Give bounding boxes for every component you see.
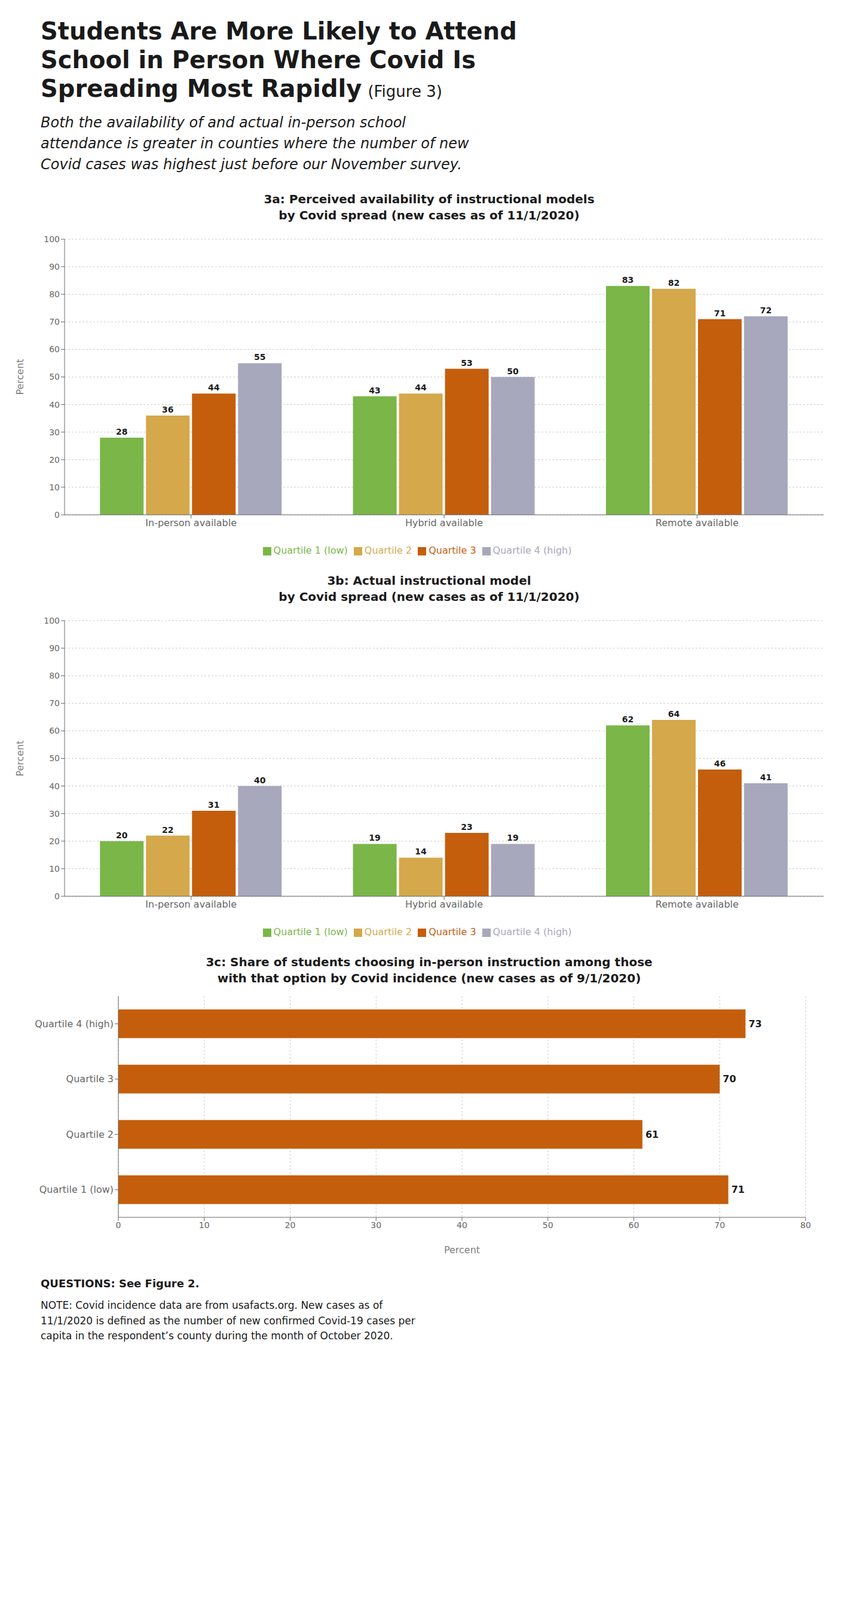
html-text:Both the availability of and a: Both the availability of and actual in-p… <box>40 114 469 173</box>
svg-text:Hybrid available: Hybrid available <box>405 898 483 911</box>
svg-text:20: 20 <box>49 454 60 465</box>
svg-text:20: 20 <box>285 1219 296 1230</box>
svg-text:Percent: Percent <box>14 359 26 396</box>
svg-text:41: 41 <box>760 772 772 782</box>
svg-text:10: 10 <box>49 482 60 492</box>
svg-text:0: 0 <box>115 1219 122 1230</box>
svg-text:Percent: Percent <box>444 1243 480 1256</box>
svg-text:0: 0 <box>54 509 60 520</box>
svg-text:70: 70 <box>49 698 60 709</box>
svg-text:83: 83 <box>622 275 634 286</box>
svg-text:90: 90 <box>49 261 60 272</box>
svg-text:Quartile 2: Quartile 2 <box>66 1128 114 1140</box>
svg-text:70: 70 <box>722 1073 736 1085</box>
svg-text:90: 90 <box>49 643 60 653</box>
svg-text:0: 0 <box>54 891 60 901</box>
html-text:3a: Perceived availability of: 3a: Perceived availability of instructio… <box>263 192 595 223</box>
html-text:Quartile 3: Quartile 3 <box>428 544 477 557</box>
svg-text:Hybrid available: Hybrid available <box>405 517 483 529</box>
svg-text:Quartile 4 (high): Quartile 4 (high) <box>34 1017 114 1030</box>
svg-text:46: 46 <box>714 758 726 768</box>
svg-text:28: 28 <box>115 426 128 437</box>
svg-text:44: 44 <box>414 383 427 393</box>
svg-text:53: 53 <box>460 357 473 368</box>
html-text:Quartile 2: Quartile 2 <box>364 926 412 938</box>
svg-text:Remote available: Remote available <box>655 898 739 911</box>
svg-text:36: 36 <box>161 404 174 415</box>
svg-text:72: 72 <box>760 305 772 315</box>
svg-text:80: 80 <box>49 671 60 681</box>
svg-text:20: 20 <box>115 830 128 840</box>
svg-text:19: 19 <box>368 833 381 843</box>
svg-text:50: 50 <box>542 1219 554 1230</box>
html-text:School in Person Where Covid I: School in Person Where Covid Is <box>40 46 476 74</box>
svg-text:40: 40 <box>254 775 266 785</box>
html-text:Quartile 1 (low): Quartile 1 (low) <box>273 544 348 557</box>
svg-text:19: 19 <box>506 833 519 843</box>
svg-text:Percent: Percent <box>14 740 26 777</box>
svg-text:30: 30 <box>49 808 60 819</box>
svg-text:62: 62 <box>622 714 634 725</box>
svg-text:31: 31 <box>207 799 220 810</box>
svg-text:22: 22 <box>161 824 174 835</box>
svg-text:30: 30 <box>49 427 60 437</box>
svg-text:100: 100 <box>43 234 60 244</box>
svg-text:80: 80 <box>800 1219 812 1230</box>
html-text:Students Are More Likely to At: Students Are More Likely to Attend <box>40 17 517 45</box>
svg-text:60: 60 <box>49 726 60 736</box>
svg-text:70: 70 <box>714 1219 725 1230</box>
svg-text:50: 50 <box>49 372 60 382</box>
svg-text:60: 60 <box>49 344 60 355</box>
svg-text:10: 10 <box>49 863 60 874</box>
svg-text:43: 43 <box>368 385 381 396</box>
svg-text:30: 30 <box>370 1219 382 1230</box>
svg-text:50: 50 <box>506 366 519 376</box>
html-text:Quartile 4 (high): Quartile 4 (high) <box>492 926 572 938</box>
html-text:Quartile 3: Quartile 3 <box>428 926 477 938</box>
svg-text:64: 64 <box>668 708 681 719</box>
svg-text:50: 50 <box>49 753 60 764</box>
html-text:Quartile 4 (high): Quartile 4 (high) <box>492 544 572 557</box>
html-text:Spreading Most Rapidly (Figure: Spreading Most Rapidly (Figure 3) <box>40 74 443 103</box>
svg-text:73: 73 <box>748 1017 762 1030</box>
svg-text:71: 71 <box>714 308 726 318</box>
svg-text:80: 80 <box>49 289 60 300</box>
html-text:QUESTIONS: See Figure 2.: QUESTIONS: See Figure 2. <box>40 1276 200 1290</box>
html-text:Quartile 1 (low): Quartile 1 (low) <box>273 926 348 938</box>
svg-text:40: 40 <box>456 1219 468 1230</box>
svg-text:In-person available: In-person available <box>145 517 237 529</box>
svg-text:20: 20 <box>49 836 60 846</box>
html-text:3b: Actual instructional model: 3b: Actual instructional model by Covid … <box>278 573 580 604</box>
svg-text:61: 61 <box>645 1128 659 1140</box>
svg-text:In-person available: In-person available <box>145 898 237 911</box>
svg-text:40: 40 <box>49 399 60 410</box>
svg-text:100: 100 <box>43 615 60 626</box>
svg-text:60: 60 <box>628 1219 640 1230</box>
svg-text:70: 70 <box>49 317 60 327</box>
svg-text:44: 44 <box>207 383 220 393</box>
html-text:3c: Share of students choosing: 3c: Share of students choosing in-person… <box>205 954 653 986</box>
svg-text:Quartile 1 (low): Quartile 1 (low) <box>39 1183 114 1196</box>
svg-text:82: 82 <box>668 277 680 288</box>
svg-text:10: 10 <box>199 1219 210 1230</box>
svg-text:55: 55 <box>254 352 266 363</box>
svg-text:71: 71 <box>731 1183 745 1196</box>
html-text:Quartile 2: Quartile 2 <box>364 544 412 557</box>
html-text:NOTE: Covid incidence data are: NOTE: Covid incidence data are from usaf… <box>40 1298 416 1342</box>
svg-text:23: 23 <box>460 821 473 832</box>
svg-text:14: 14 <box>414 846 427 857</box>
svg-text:40: 40 <box>49 781 60 791</box>
svg-text:Quartile 3: Quartile 3 <box>66 1073 114 1085</box>
svg-text:Remote available: Remote available <box>655 517 739 529</box>
